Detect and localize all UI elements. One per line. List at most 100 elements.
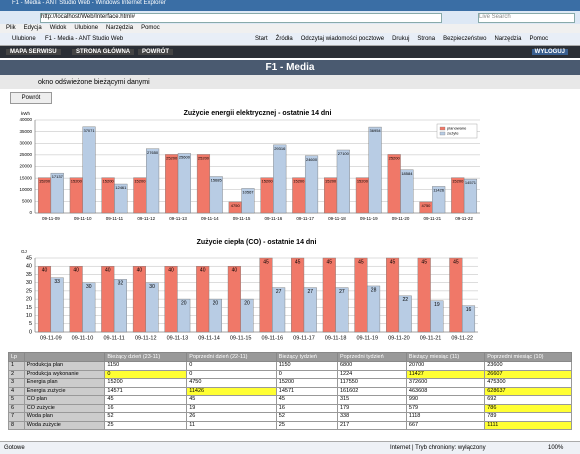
chart-title: Zużycie ciepła (CO) - ostatnie 14 dni: [197, 239, 317, 246]
data-label: 32: [118, 281, 124, 287]
y-tick-label: 30000: [19, 140, 32, 145]
favorites[interactable]: Ulubione: [12, 36, 36, 42]
bar: [303, 287, 317, 333]
menu-item[interactable]: Narzędzia: [106, 25, 134, 31]
toolbar-item[interactable]: Źródła: [275, 36, 293, 42]
menu-item[interactable]: Plik: [6, 25, 16, 31]
summary-table: Lp Bieżący dzień (23-11) Poprzedni dzień (…: [8, 352, 572, 430]
tab[interactable]: F1 - Media - ANT Studio Web: [45, 36, 124, 42]
y-tick-label: 20000: [19, 164, 32, 169]
y-tick-label: 25: [26, 288, 32, 294]
y-tick-label: 25000: [19, 152, 32, 157]
bar: [432, 186, 446, 214]
address-row: http://localhost/Web/Interface.html# Liv…: [0, 11, 580, 24]
x-tick-label: 09-11-15: [233, 216, 251, 221]
table-cell: 4750: [186, 378, 277, 388]
table-cell: 667: [405, 420, 486, 430]
table-cell: 1150: [104, 361, 188, 371]
toolbar-item[interactable]: Start: [255, 36, 268, 42]
data-label: 40: [232, 268, 238, 274]
toolbar-item[interactable]: Drukuj: [392, 36, 410, 42]
column-header: [23, 352, 106, 362]
bar: [164, 266, 178, 333]
bar: [196, 266, 210, 333]
table-cell: 161602: [336, 386, 407, 396]
bar: [449, 257, 463, 333]
table-cell: 8: [8, 420, 25, 430]
x-tick-label: 09-11-12: [137, 216, 155, 221]
table-cell: 11426: [186, 386, 277, 396]
nav-button[interactable]: STRONA GŁÓWNA: [72, 49, 135, 55]
x-tick-label: 09-11-15: [230, 335, 252, 341]
toolbar-item[interactable]: Narzędzia: [494, 36, 522, 42]
table-cell: 315: [336, 395, 407, 405]
x-tick-label: 09-11-20: [392, 216, 410, 221]
legend-swatch: [439, 126, 446, 131]
y-tick-label: 40000: [19, 117, 32, 122]
table-cell: 19: [186, 403, 277, 413]
bar: [240, 298, 254, 333]
table-row: 2 Produkcja wykonanie 0 0 0 1224 11427 26607: [8, 369, 572, 379]
nav-button[interactable]: POWRÓT: [138, 49, 173, 55]
page-title: F1 - Media: [0, 60, 580, 75]
data-label: 16: [466, 307, 472, 313]
column-header: Poprzedni tydzień: [336, 352, 407, 362]
search-box[interactable]: Live Search: [478, 13, 575, 23]
data-label: 27650: [147, 150, 159, 155]
bar: [461, 305, 476, 333]
table-cell: 786: [484, 403, 572, 413]
y-tick-label: 10: [26, 313, 32, 319]
x-tick-label: 09-11-12: [135, 335, 157, 341]
data-label: 10567: [242, 189, 254, 194]
legend-label: zużyte: [447, 131, 459, 136]
nav-bar: WYLOGUJ MAPA SERWISU STRONA GŁÓWNA POWRÓT: [0, 46, 580, 58]
table-cell: 217: [336, 420, 407, 430]
bar: [196, 154, 211, 214]
status-row: okno odświeżone bieżącymi danymi: [0, 75, 580, 89]
table-cell: 14571: [275, 386, 338, 396]
menu-item[interactable]: Widok: [49, 25, 67, 31]
address-bar[interactable]: http://localhost/Web/Interface.html#: [40, 13, 442, 23]
x-tick-label: 09-11-14: [201, 216, 219, 221]
toolbar-item[interactable]: Strona: [417, 36, 436, 42]
table-cell: 11: [186, 420, 277, 430]
column-header: Poprzedni dzień (22-11): [186, 352, 277, 362]
column-header: Bieżący dzień (23-11): [104, 352, 188, 362]
table-cell: 52: [275, 412, 338, 422]
table-cell: 6800: [336, 361, 407, 371]
favorites-bar: Ulubione F1 - Media - ANT Studio Web Sta…: [0, 33, 580, 46]
data-label: 27: [308, 289, 314, 295]
y-tick-label: 10000: [19, 187, 32, 192]
data-label: 22: [402, 297, 408, 303]
menu-item[interactable]: Ulubione: [74, 25, 99, 31]
data-label: 40: [73, 268, 79, 274]
menu-item[interactable]: Pomoc: [141, 25, 160, 31]
table-cell: 372600: [405, 378, 486, 388]
data-label: 15200: [39, 179, 51, 184]
table-cell: 26: [186, 412, 277, 422]
status-zone: Internet | Tryb chroniony: wyłączony: [390, 445, 486, 451]
nav-button[interactable]: MAPA SERWISU: [6, 49, 61, 55]
data-label: 15200: [293, 179, 305, 184]
toolbar-item[interactable]: Bezpieczeństwo: [443, 36, 487, 42]
y-tick-label: 30: [26, 280, 32, 286]
table-row: 7 Woda plan 52 26 52 338 1118 789: [8, 412, 572, 422]
x-tick-label: 09-11-11: [106, 216, 124, 221]
toolbar-item[interactable]: Pomoc: [529, 36, 549, 42]
toolbar-item[interactable]: Odczytaj wiadomości pocztowe: [300, 36, 385, 42]
menu-bar: Plik Edycja Widok Ulubione Narzędzia Pomoc: [0, 24, 580, 33]
legend-label: planowane: [447, 126, 467, 131]
y-tick-label: 5000: [22, 199, 33, 204]
back-button[interactable]: Powrót: [10, 92, 52, 104]
x-tick-label: 09-11-16: [265, 216, 283, 221]
x-tick-label: 09-11-21: [423, 216, 441, 221]
table-cell: Woda plan: [23, 412, 106, 422]
bar: [400, 169, 414, 214]
window-title: F1 - Media - ANT Studio Web - Windows In…: [12, 0, 166, 6]
column-header: Lp: [8, 352, 25, 362]
menu-item[interactable]: Edycja: [23, 25, 42, 31]
logout[interactable]: WYLOGUJ: [531, 49, 568, 55]
column-header: Bieżący tydzień: [275, 352, 338, 362]
data-label: 11426: [433, 187, 445, 192]
